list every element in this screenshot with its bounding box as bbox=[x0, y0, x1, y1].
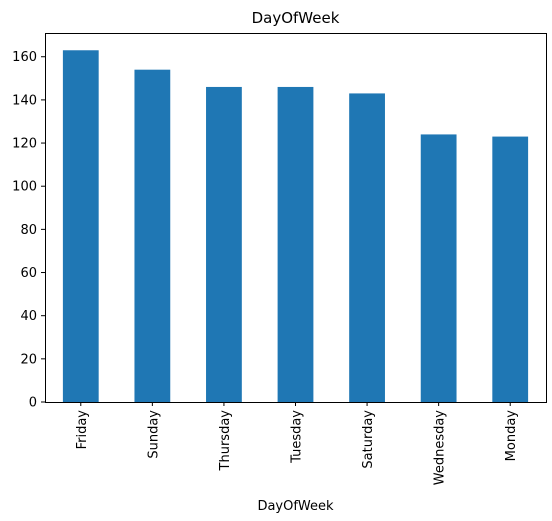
x-axis-ticks: Friday Sunday Thursday Tuesday Saturday Wedne… bbox=[75, 402, 519, 485]
y-tick-label: 140 bbox=[12, 93, 37, 108]
y-tick-label: 120 bbox=[12, 137, 37, 152]
y-tick-label: 20 bbox=[20, 352, 37, 367]
plot-frame bbox=[45, 33, 547, 403]
y-tick-label: 0 bbox=[29, 396, 37, 411]
bars-group bbox=[62, 50, 529, 403]
bar-monday bbox=[492, 136, 529, 402]
y-tick-label: 160 bbox=[12, 50, 37, 65]
x-axis-label: DayOfWeek bbox=[257, 499, 334, 514]
y-tick-label: 60 bbox=[20, 266, 37, 281]
y-axis-ticks: 0 20 40 60 80 100 120 140 160 bbox=[12, 50, 45, 411]
bar-wednesday bbox=[420, 134, 457, 402]
x-tick-label: Sunday bbox=[146, 410, 161, 459]
x-tick-label: Saturday bbox=[361, 410, 376, 469]
x-tick-label: Tuesday bbox=[290, 410, 305, 464]
y-tick-label: 40 bbox=[20, 309, 37, 324]
bar-friday bbox=[62, 50, 99, 403]
x-tick-label: Thursday bbox=[218, 410, 233, 472]
y-tick-label: 100 bbox=[12, 180, 37, 195]
y-tick-label: 80 bbox=[20, 223, 37, 238]
chart-title: DayOfWeek bbox=[252, 9, 340, 27]
x-tick-label: Friday bbox=[75, 410, 90, 450]
x-tick-label: Wednesday bbox=[433, 410, 448, 486]
bar-thursday bbox=[206, 86, 242, 403]
bar-saturday bbox=[349, 93, 385, 402]
bar-tuesday bbox=[277, 86, 314, 403]
x-tick-label: Monday bbox=[504, 410, 519, 462]
bar-sunday bbox=[134, 69, 171, 403]
